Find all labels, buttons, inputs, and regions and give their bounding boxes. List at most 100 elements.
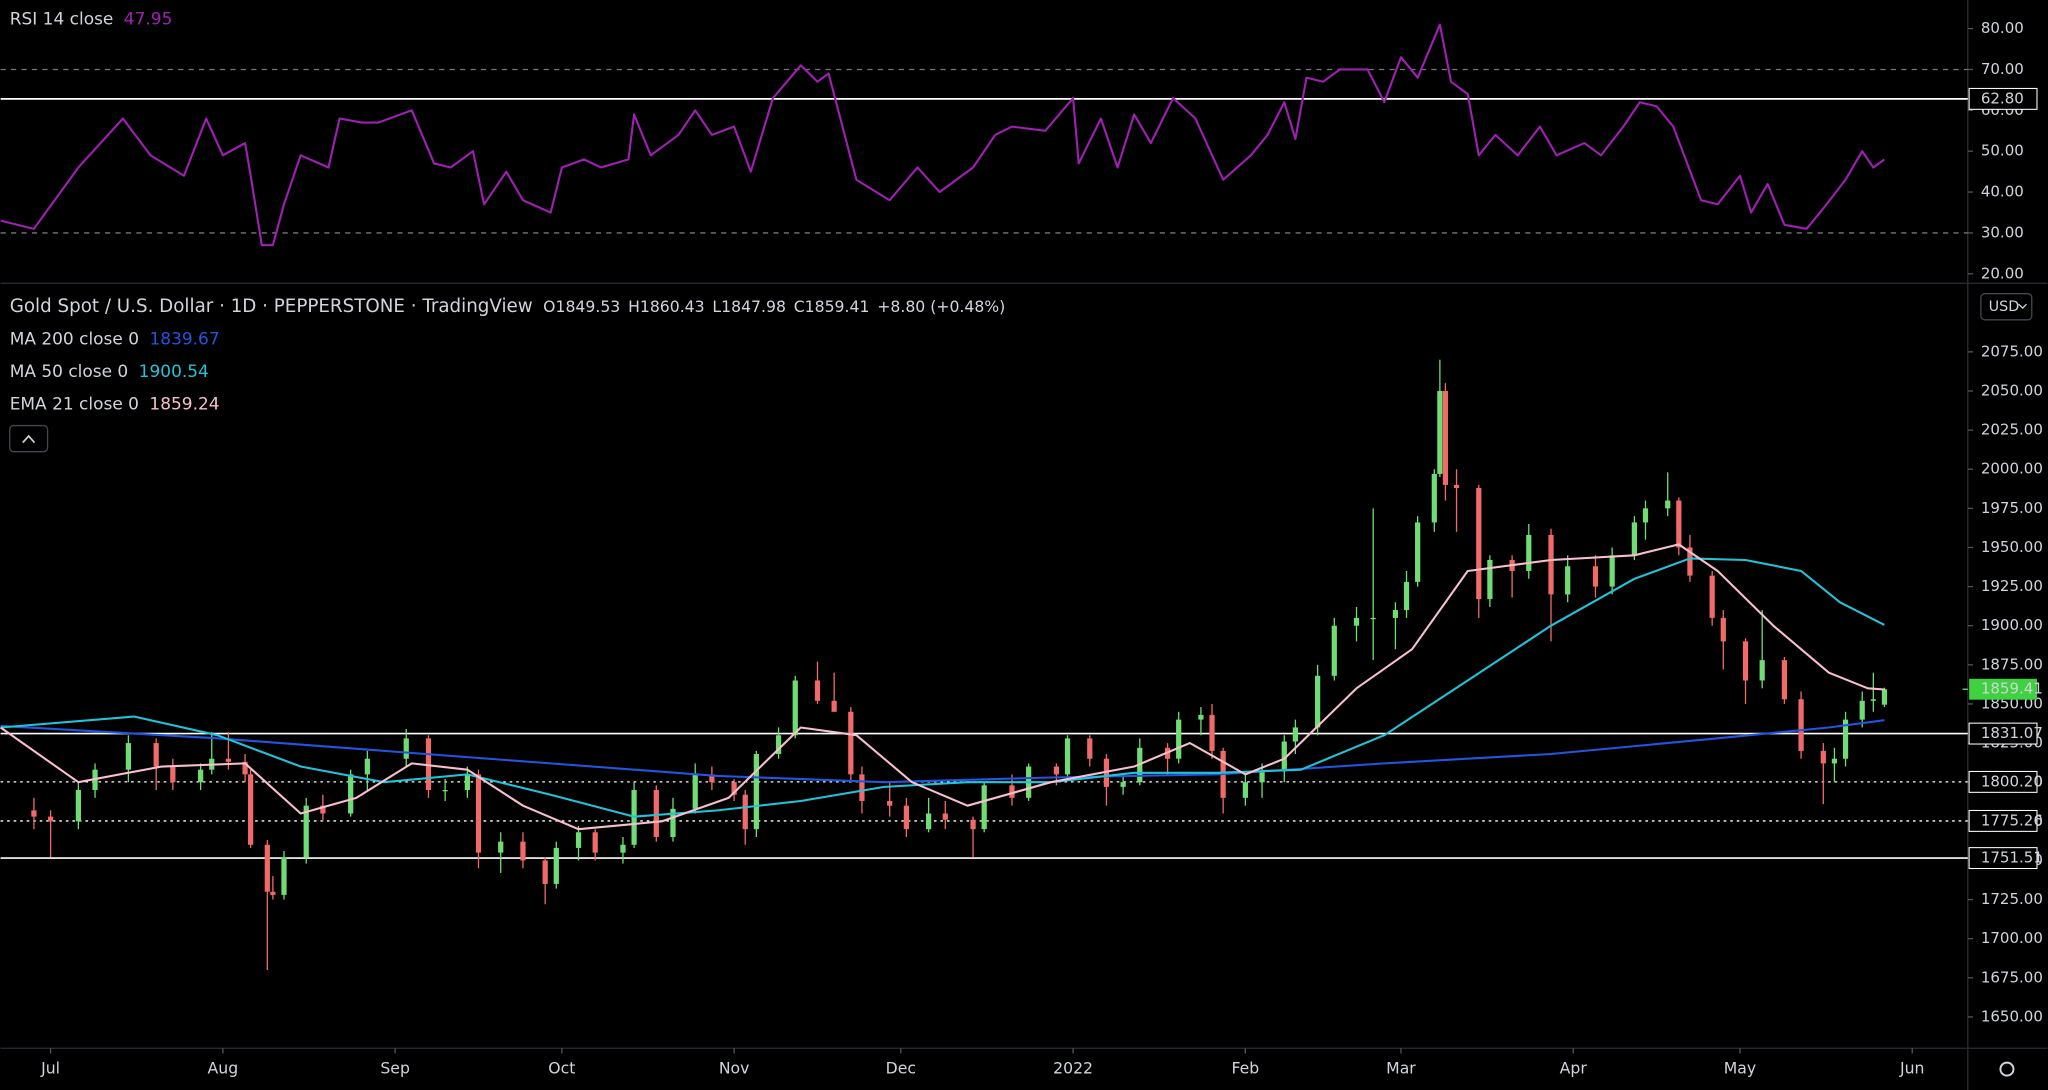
x-tick-label: Jun <box>1899 1059 1924 1078</box>
candle-body <box>1198 714 1204 720</box>
y-tick-label: 2050.00 <box>1981 381 2043 399</box>
ohlc-open: O1849.53 <box>543 296 620 315</box>
collapse-button[interactable] <box>9 424 49 453</box>
y-tick-label: 1950.00 <box>1981 538 2043 556</box>
candle-body <box>792 680 798 736</box>
currency-button[interactable] <box>1980 293 2033 321</box>
candle-body <box>442 790 448 792</box>
y-tick-label: 1900.00 <box>1981 616 2043 634</box>
candle-body <box>1292 727 1298 742</box>
level-label-box <box>1968 722 2038 745</box>
candle-body <box>1476 488 1482 600</box>
candle-body <box>498 841 504 853</box>
rsi-header: RSI 14 close 47.95 <box>10 10 173 30</box>
candle-body <box>364 758 370 775</box>
candle-body <box>1631 522 1637 556</box>
candle-body <box>620 844 626 853</box>
x-tick-label: Oct <box>548 1059 575 1078</box>
legend-entry: EMA 21 close 0 1859.24 <box>10 395 220 415</box>
candle-body <box>1259 771 1265 783</box>
level-label-box <box>1968 809 2038 832</box>
indicator-legend: MA 200 close 0 1839.67 MA 50 close 0 1900.5… <box>10 329 220 414</box>
y-tick-label: 1675.00 <box>1981 968 2043 986</box>
candle-body <box>170 766 176 783</box>
collapse-icon <box>22 434 36 444</box>
y-tick-label: 1725.00 <box>1981 890 2043 908</box>
candle-body <box>742 794 748 830</box>
rsi-value: 47.95 <box>124 10 173 30</box>
candle-body <box>1437 390 1443 474</box>
ohlc-low: L1847.98 <box>712 296 785 315</box>
candle-body <box>270 891 276 895</box>
y-tick-label: 1700.00 <box>1981 929 2043 947</box>
indicator-line <box>0 719 1885 784</box>
legend-name: MA 50 close 0 <box>10 362 129 382</box>
candle-body <box>475 774 482 853</box>
level-label-box <box>1968 770 2038 793</box>
candle-body <box>1709 575 1715 618</box>
y-tick-label: 2075.00 <box>1981 342 2043 360</box>
legend-entry: MA 200 close 0 1839.67 <box>10 329 220 349</box>
candle-body <box>887 800 893 806</box>
candle-body <box>831 700 837 712</box>
candle-body <box>1392 610 1399 618</box>
x-tick-label: Aug <box>208 1059 239 1078</box>
candle-body <box>1053 766 1060 775</box>
candle-body <box>1009 785 1015 798</box>
legend-entry: MA 50 close 0 1900.54 <box>10 362 209 382</box>
candle-body <box>264 844 270 892</box>
candle-body <box>1209 714 1215 751</box>
candle-body <box>848 711 854 775</box>
candle-body <box>653 790 659 837</box>
legend-name: EMA 21 close 0 <box>10 395 139 415</box>
level-label: 1800.20 <box>1981 772 2043 790</box>
candle-body <box>1087 738 1093 759</box>
ohlc-close: C1859.41 <box>794 296 870 315</box>
candle-body <box>125 743 131 770</box>
candle-body <box>281 857 287 895</box>
candle-body <box>553 847 559 884</box>
candle-body <box>775 735 782 755</box>
candle-body <box>942 813 948 820</box>
candle-body <box>1353 617 1360 626</box>
x-tick-label: Mar <box>1386 1059 1416 1078</box>
settings-icon[interactable] <box>1999 1061 2015 1077</box>
candle-body <box>692 774 698 809</box>
candle-body <box>1859 700 1865 720</box>
candle-body <box>225 758 232 762</box>
indicator-line <box>0 23 1885 247</box>
candle-body <box>981 785 987 830</box>
candle-body <box>1453 484 1460 489</box>
candle-body <box>1609 555 1615 587</box>
candle-body <box>575 832 582 848</box>
candle-body <box>731 782 737 795</box>
candle-body <box>970 819 976 830</box>
ohlc-change: +8.80 (+0.48%) <box>877 296 1005 315</box>
candle-body <box>542 860 548 884</box>
candle-body <box>709 774 715 783</box>
candle-body <box>859 774 865 801</box>
candle-body <box>1331 625 1337 676</box>
candle-body <box>926 813 932 830</box>
y-tick-label: 40.00 <box>1981 183 2024 201</box>
x-tick-label: Sep <box>380 1059 410 1078</box>
x-tick-label: May <box>1724 1059 1756 1078</box>
y-tick-label: 70.00 <box>1981 60 2024 78</box>
x-tick-label: Dec <box>886 1059 916 1078</box>
y-tick-label: 2025.00 <box>1981 421 2043 439</box>
price-header: Gold Spot / U.S. Dollar · 1D · PEPPERSTO… <box>10 296 1006 317</box>
candle-body <box>1403 581 1410 611</box>
rsi-title: RSI 14 close <box>10 10 114 30</box>
candle-body <box>1442 390 1449 485</box>
level-label-box <box>1968 847 2038 870</box>
y-tick-label: 50.00 <box>1981 142 2024 160</box>
candle-body <box>1820 750 1826 764</box>
candle-body <box>1415 522 1421 582</box>
candle-body <box>1548 534 1554 595</box>
candle-body <box>1798 699 1804 751</box>
x-tick-label: 2022 <box>1053 1059 1093 1078</box>
currency-caret <box>2018 303 2028 309</box>
candle-body <box>520 841 526 861</box>
